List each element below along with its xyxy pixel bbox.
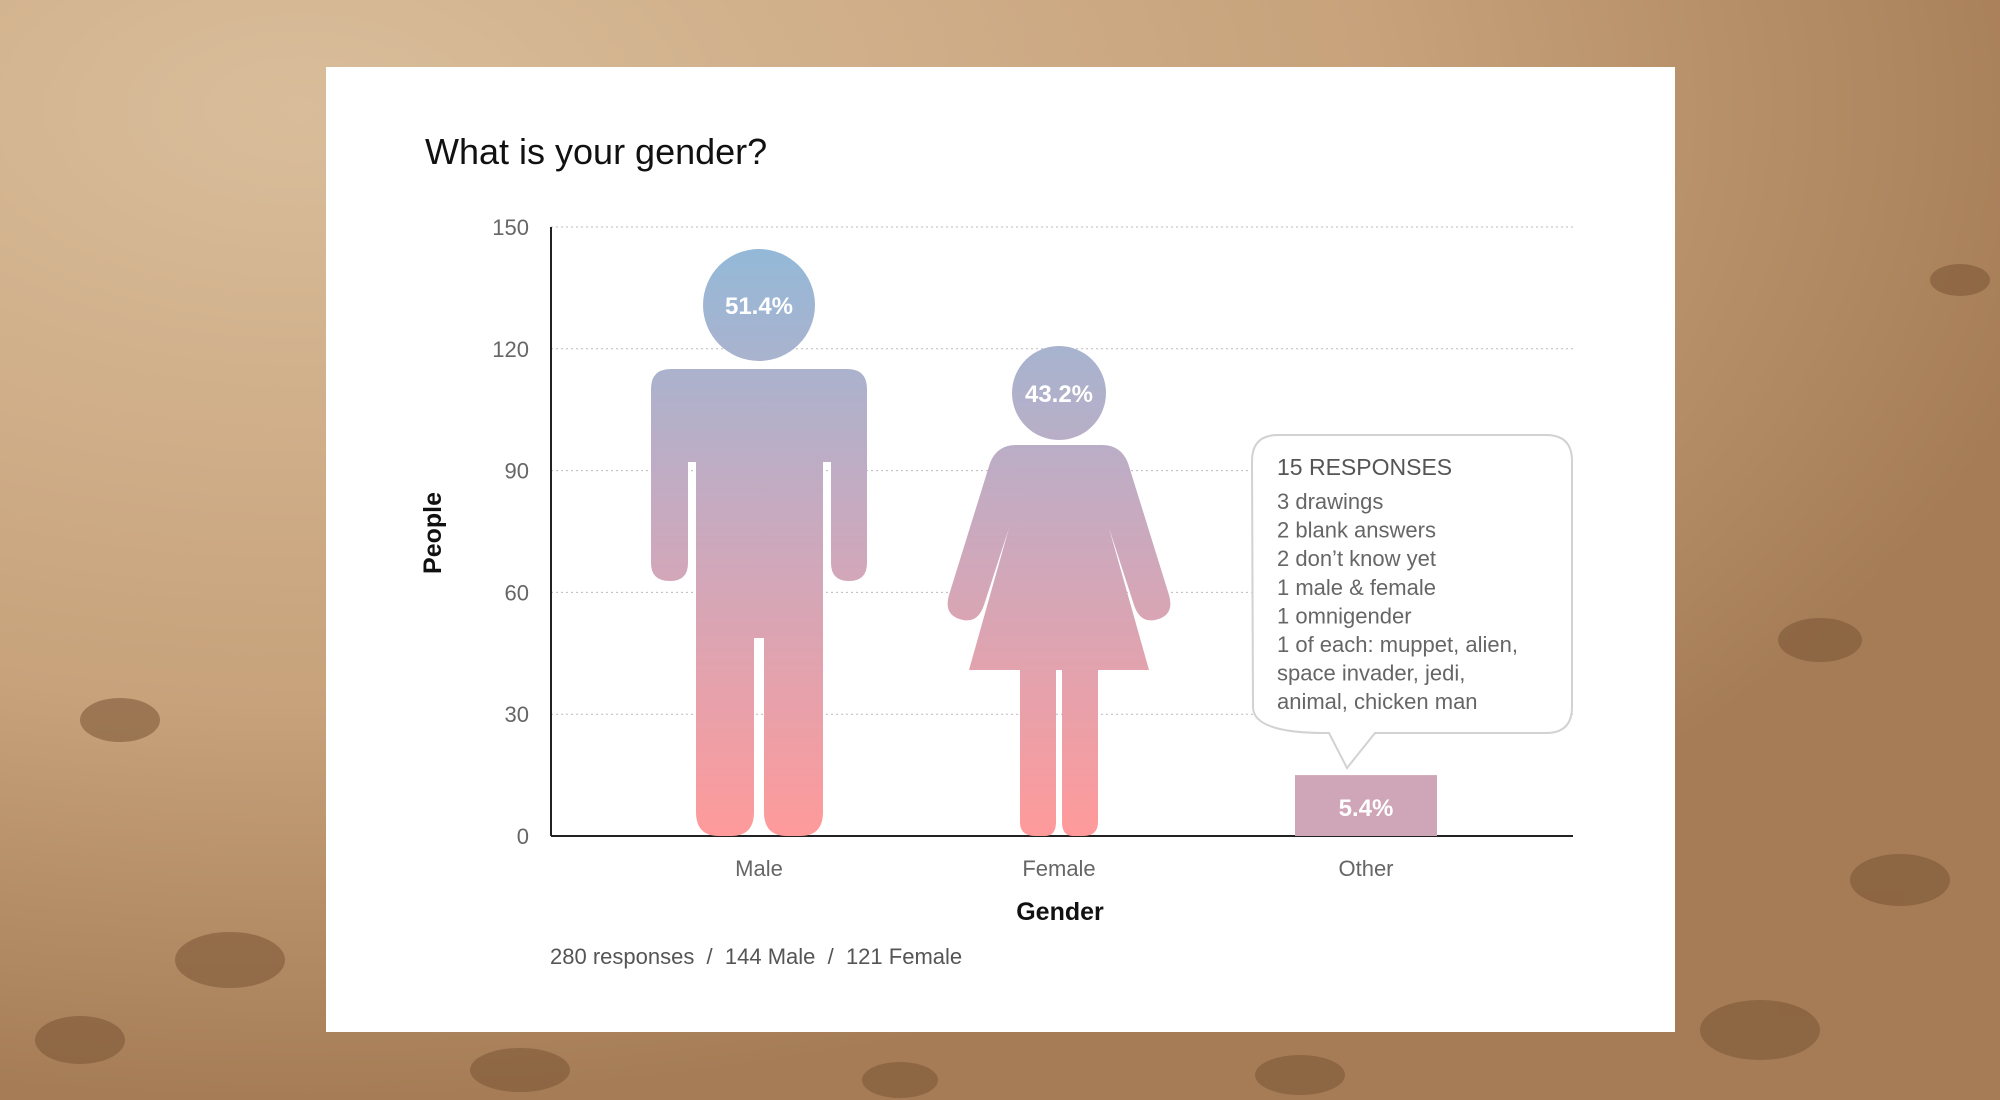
percent-label-male: 51.4% <box>725 293 793 320</box>
callout-heading: 15 RESPONSES <box>1277 454 1452 480</box>
x-tick-label-female: Female <box>1022 856 1095 881</box>
callout-line: animal, chicken man <box>1277 689 1478 714</box>
y-tick-label: 0 <box>517 824 529 849</box>
callout-lines: 3 drawings 2 blank answers 2 don’t know ye… <box>1277 489 1518 714</box>
bar-other <box>1295 775 1437 836</box>
callout-line: 1 omnigender <box>1277 603 1412 628</box>
y-tick-label: 120 <box>492 337 529 362</box>
male-body <box>651 369 867 836</box>
y-tick-label: 30 <box>505 702 529 727</box>
callout-line: 1 of each: muppet, alien, <box>1277 632 1518 657</box>
chart-card: What is your gender? 0 30 60 90 120 150 51.4%… <box>326 67 1675 1032</box>
x-axis-title: Gender <box>1016 898 1104 926</box>
callout-bubble <box>1250 434 1573 770</box>
callout-line: 1 male & female <box>1277 575 1436 600</box>
callout-line: 3 drawings <box>1277 489 1383 514</box>
callout-line: 2 blank answers <box>1277 518 1436 543</box>
female-body <box>947 445 1171 836</box>
chart-title: What is your gender? <box>425 131 767 172</box>
y-axis-title: People <box>419 492 447 574</box>
bar-male <box>651 249 867 836</box>
x-tick-label-other: Other <box>1338 856 1393 881</box>
y-tick-label: 60 <box>505 580 529 605</box>
male-head <box>703 249 815 361</box>
bar-female <box>947 346 1171 836</box>
percent-label-female: 43.2% <box>1025 381 1093 408</box>
y-tick-label: 150 <box>492 215 529 240</box>
y-tick-label: 90 <box>505 459 529 484</box>
percent-label-other: 5.4% <box>1339 795 1394 822</box>
callout-line: space invader, jedi, <box>1277 661 1465 686</box>
female-head <box>1012 346 1106 440</box>
response-summary: 280 responses / 144 Male / 121 Female <box>550 944 962 969</box>
callout-line: 2 don’t know yet <box>1277 546 1436 571</box>
gender-chart: What is your gender? 0 30 60 90 120 150 51.4%… <box>419 131 1573 969</box>
y-tick-labels: 0 30 60 90 120 150 <box>492 215 529 849</box>
x-tick-label-male: Male <box>735 856 783 881</box>
